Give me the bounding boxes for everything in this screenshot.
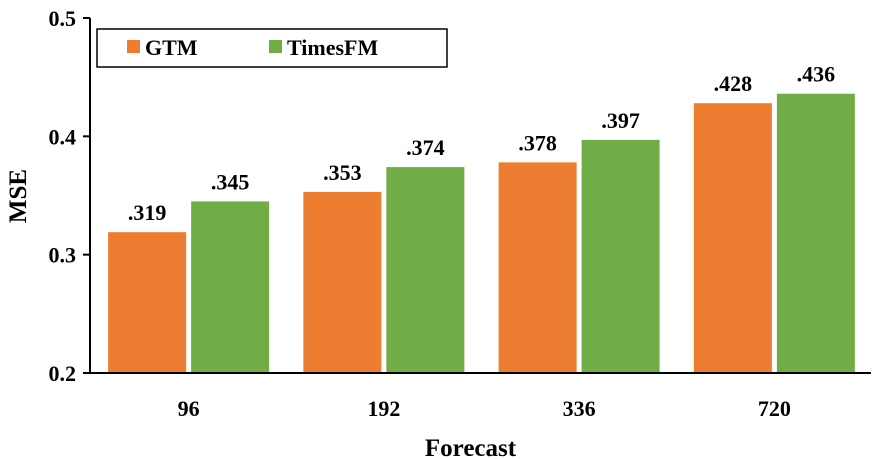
data-label-gtm-96: .319 [128,200,167,225]
data-label-gtm-192: .353 [323,160,362,185]
bar-gtm-192 [303,191,382,373]
y-ticks: 0.2 0.3 0.4 0.5 [49,6,90,386]
x-ticks: 96 192 336 720 [178,396,791,421]
axes-layer [89,18,871,374]
y-tick-label: 0.5 [49,6,77,31]
y-tick-label: 0.3 [49,243,77,268]
bar-gtm-336 [498,162,577,373]
x-axis-title: Forecast [425,435,517,459]
x-tick-label: 96 [178,396,200,421]
bar-timesfm-192 [386,167,465,373]
x-tick-label: 336 [563,396,596,421]
data-label-gtm-336: .378 [518,130,557,155]
data-label-timesfm-720: .436 [797,62,836,87]
legend: GTM TimesFM [96,28,448,68]
legend-label-gtm: GTM [145,35,198,60]
bar-timesfm-336 [581,139,660,373]
bar-gtm-96 [108,232,187,373]
legend-swatch-gtm [127,40,140,53]
legend-label-timesfm: TimesFM [287,35,378,60]
data-label-timesfm-336: .397 [601,108,640,133]
y-tick-label: 0.4 [49,124,77,149]
x-tick-label: 720 [758,396,791,421]
bar-gtm-720 [693,103,772,373]
y-tick-label: 0.2 [49,361,77,386]
data-label-timesfm-96: .345 [211,169,250,194]
data-labels-layer: .319 .345 .353 .374 .378 .397 .428 .436 [128,62,835,225]
data-label-gtm-720: .428 [714,71,753,96]
bars-layer [108,93,855,373]
bar-timesfm-720 [776,93,855,373]
legend-swatch-timesfm [269,40,282,53]
bar-timesfm-96 [191,201,270,373]
x-tick-label: 192 [367,396,400,421]
data-label-timesfm-192: .374 [406,135,445,160]
y-axis-title: MSE [5,169,32,223]
